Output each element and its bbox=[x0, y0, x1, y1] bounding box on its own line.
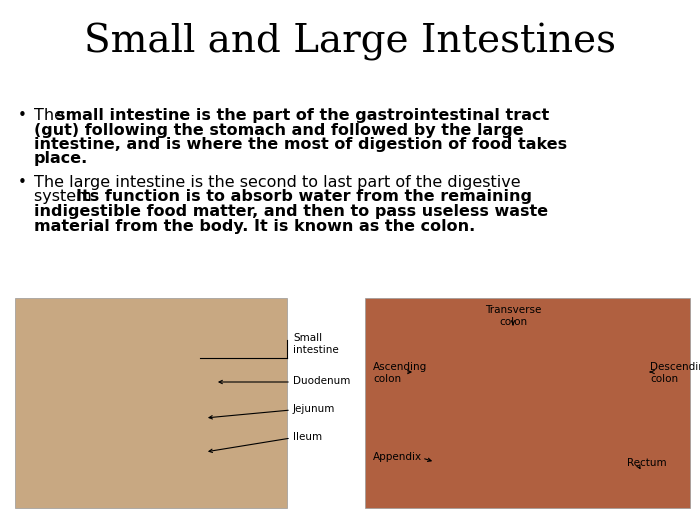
Text: intestine, and is where the most of digestion of food takes: intestine, and is where the most of dige… bbox=[34, 137, 567, 152]
Text: Ileum: Ileum bbox=[293, 432, 322, 442]
Text: indigestible food matter, and then to pass useless waste: indigestible food matter, and then to pa… bbox=[34, 204, 548, 219]
Text: small intestine is the part of the gastrointestinal tract: small intestine is the part of the gastr… bbox=[56, 108, 550, 123]
Text: material from the body. It is known as the colon.: material from the body. It is known as t… bbox=[34, 218, 475, 234]
Text: Appendix: Appendix bbox=[373, 452, 422, 462]
Text: •: • bbox=[18, 175, 27, 190]
Text: The: The bbox=[34, 108, 69, 123]
Text: Rectum: Rectum bbox=[627, 458, 666, 468]
Bar bbox=[365, 298, 690, 508]
Text: •: • bbox=[18, 108, 27, 123]
Bar bbox=[15, 298, 287, 508]
Text: Duodenum: Duodenum bbox=[293, 376, 351, 386]
Text: Its function is to absorb water from the remaining: Its function is to absorb water from the… bbox=[76, 190, 532, 205]
Text: (gut) following the stomach and followed by the large: (gut) following the stomach and followed… bbox=[34, 122, 524, 138]
Text: The large intestine is the second to last part of the digestive: The large intestine is the second to las… bbox=[34, 175, 521, 190]
Text: system.: system. bbox=[34, 190, 102, 205]
Text: Small
intestine: Small intestine bbox=[293, 333, 339, 354]
Text: Jejunum: Jejunum bbox=[293, 404, 335, 414]
Text: place.: place. bbox=[34, 152, 88, 166]
Text: Transverse
colon: Transverse colon bbox=[485, 305, 541, 327]
Text: Small and Large Intestines: Small and Large Intestines bbox=[84, 23, 616, 61]
Text: Ascending
colon: Ascending colon bbox=[373, 362, 427, 384]
Text: Descending
colon: Descending colon bbox=[650, 362, 700, 384]
